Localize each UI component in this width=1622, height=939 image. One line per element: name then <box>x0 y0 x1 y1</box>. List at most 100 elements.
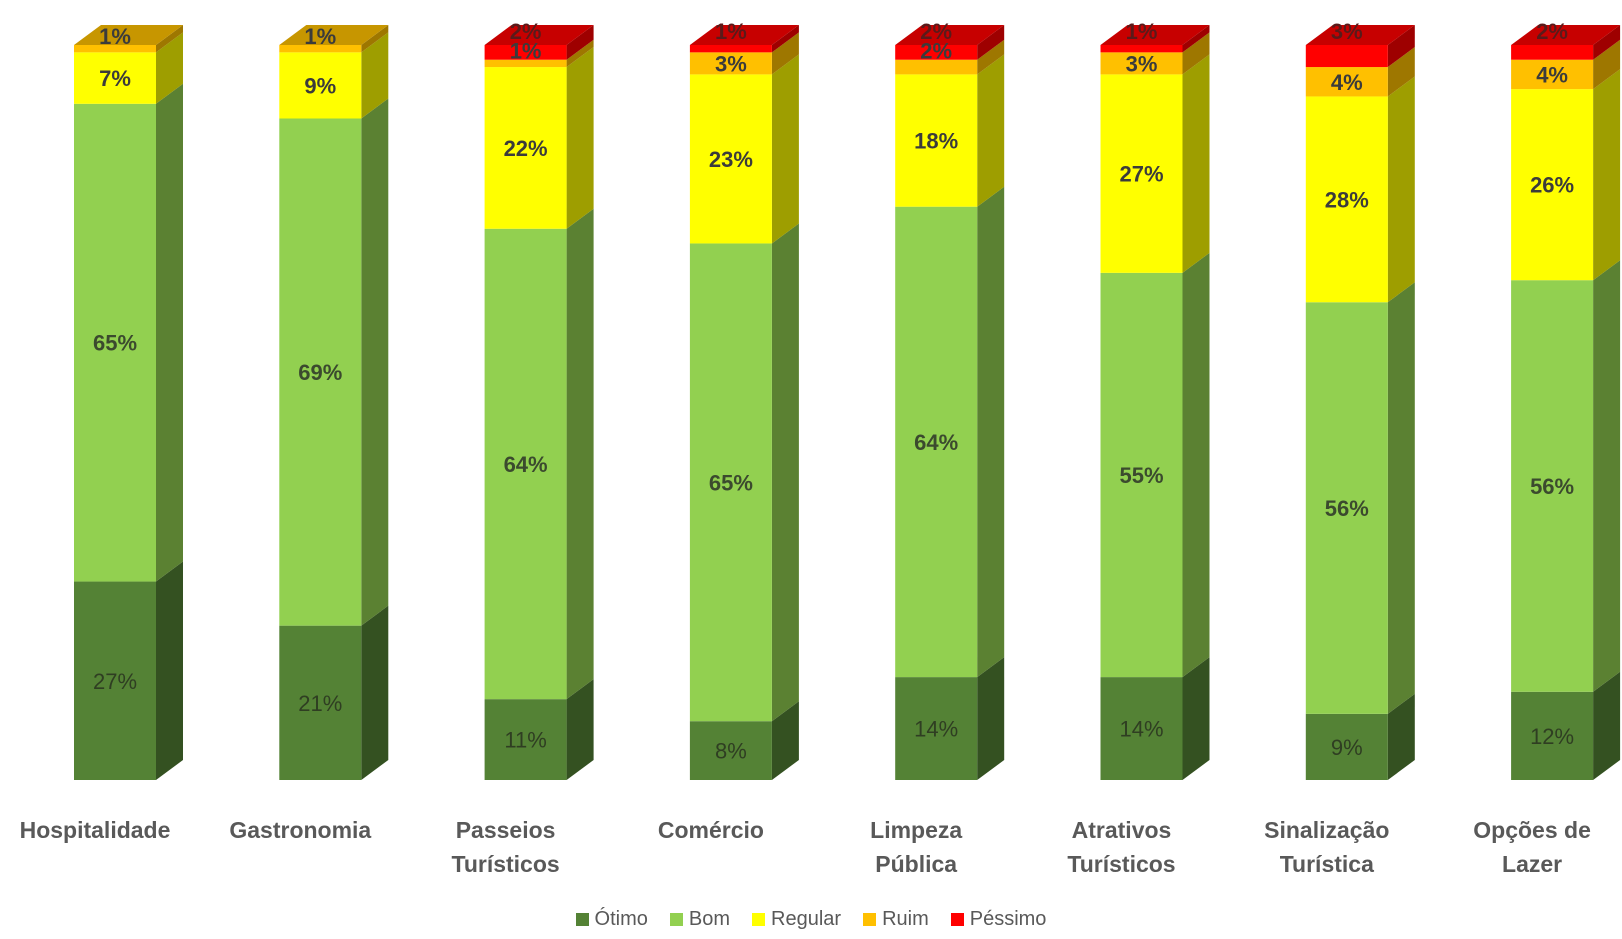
bar-side-7-2 <box>1593 69 1621 281</box>
category-label-0-0: Hospitalidade <box>20 817 171 843</box>
data-label-6-0: 9% <box>1331 735 1363 760</box>
data-label-4-3: 2% <box>920 39 952 64</box>
bar-segment-4-2 <box>895 74 978 207</box>
bar-side-6-2 <box>1387 76 1415 303</box>
bar-stack-7 <box>1511 25 1621 780</box>
data-label-1-2: 9% <box>304 73 336 98</box>
bar-side-3-0 <box>771 701 799 780</box>
data-label-4-4: 2% <box>920 19 952 44</box>
legend-swatch-3 <box>863 913 877 926</box>
category-label-4-1: Pública <box>875 851 957 877</box>
bar-stack-0 <box>74 25 183 780</box>
bar-side-4-3 <box>977 39 1005 75</box>
bar-side-3-2 <box>771 54 799 244</box>
legend-label-0: Ótimo <box>594 908 648 930</box>
legend-item-0: Ótimo <box>575 908 648 931</box>
bar-side-6-4 <box>1387 25 1415 68</box>
legend-label-3: Ruim <box>882 908 929 930</box>
bar-side-5-3 <box>1182 32 1210 75</box>
legend-swatch-2 <box>752 913 766 926</box>
bar-side-7-0 <box>1593 671 1621 780</box>
bar-side-4-2 <box>977 54 1005 207</box>
bar-top-1 <box>279 25 389 45</box>
bar-top-5 <box>1100 25 1210 45</box>
category-label-6-0: Sinalização <box>1264 817 1389 843</box>
bar-segment-0-3 <box>74 45 156 53</box>
data-label-6-2: 28% <box>1325 187 1369 212</box>
legend-swatch-1 <box>669 913 683 926</box>
data-label-0-1: 65% <box>93 331 137 356</box>
bar-segment-6-2 <box>1305 96 1388 303</box>
bar-segment-6-1 <box>1305 302 1388 714</box>
bar-stack-2 <box>484 25 594 780</box>
bar-side-1-1 <box>361 98 389 626</box>
category-label-5-0: Atrativos <box>1072 817 1172 843</box>
data-label-1-3: 1% <box>304 24 336 49</box>
bar-segment-3-3 <box>689 52 772 75</box>
bar-top-0 <box>74 25 183 45</box>
bar-side-4-1 <box>977 186 1005 678</box>
bar-side-3-1 <box>771 223 799 722</box>
bar-side-6-3 <box>1387 47 1415 97</box>
data-label-2-2: 22% <box>504 136 548 161</box>
data-label-7-1: 56% <box>1530 474 1574 499</box>
legend-swatch-0 <box>575 913 589 926</box>
bar-segment-4-4 <box>895 45 978 60</box>
bar-side-7-1 <box>1593 260 1621 692</box>
category-label-6-1: Turística <box>1280 851 1374 877</box>
bar-side-0-3 <box>156 25 183 53</box>
bar-side-3-4 <box>771 25 799 53</box>
legend-label-1: Bom <box>688 908 731 930</box>
data-label-3-0: 8% <box>715 739 747 764</box>
data-label-6-1: 56% <box>1325 496 1369 521</box>
bar-top-4 <box>895 25 1005 45</box>
bar-segment-5-1 <box>1100 272 1183 678</box>
bar-segment-5-4 <box>1100 45 1183 53</box>
data-label-5-1: 55% <box>1119 463 1163 488</box>
bar-segment-5-0 <box>1100 677 1183 780</box>
category-label-5-1: Turísticos <box>1067 851 1175 877</box>
bar-segment-7-0 <box>1511 691 1594 780</box>
category-label-3-0: Comércio <box>658 817 764 843</box>
bar-segment-7-3 <box>1511 59 1594 90</box>
bar-top-6 <box>1305 25 1415 45</box>
data-label-7-4: 2% <box>1536 19 1568 44</box>
data-label-7-0: 12% <box>1530 724 1574 749</box>
bar-side-0-0 <box>156 561 183 780</box>
data-label-4-2: 18% <box>914 129 958 154</box>
bar-stack-5 <box>1100 25 1210 780</box>
legend-item-1: Bom <box>669 908 731 931</box>
bar-side-4-4 <box>977 25 1005 60</box>
data-label-6-3: 4% <box>1331 70 1363 95</box>
bar-side-7-3 <box>1593 39 1621 90</box>
bar-segment-2-3 <box>484 59 567 68</box>
data-label-3-4: 1% <box>715 19 747 44</box>
bar-segment-1-1 <box>279 118 362 626</box>
legend-label-2: Regular <box>771 908 842 930</box>
bar-stack-6 <box>1305 25 1415 780</box>
category-label-1-0: Gastronomia <box>229 817 371 843</box>
bar-segment-7-4 <box>1511 45 1594 60</box>
data-label-5-0: 14% <box>1119 717 1163 742</box>
bar-side-5-1 <box>1182 252 1210 678</box>
bar-segment-6-0 <box>1305 713 1388 780</box>
bar-top-7 <box>1511 25 1621 45</box>
data-label-1-1: 69% <box>298 360 342 385</box>
bar-side-0-1 <box>156 83 183 582</box>
legend-label-4: Péssimo <box>969 908 1047 930</box>
bar-segment-1-3 <box>279 45 362 53</box>
data-label-3-1: 65% <box>709 470 753 495</box>
data-label-2-1: 64% <box>504 452 548 477</box>
data-label-2-3: 1% <box>510 39 542 64</box>
legend-item-3: Ruim <box>863 908 929 931</box>
bar-segment-0-2 <box>74 52 156 104</box>
bar-top-3 <box>689 25 799 45</box>
bar-segment-2-0 <box>484 699 567 780</box>
legend-swatch-4 <box>950 913 964 926</box>
chart-legend: Ótimo Bom Regular Ruim Péssimo <box>0 908 1622 931</box>
bar-segment-2-2 <box>484 67 567 229</box>
bar-segment-2-1 <box>484 228 567 700</box>
bar-stack-3 <box>689 25 799 780</box>
bar-side-5-0 <box>1182 657 1210 780</box>
bar-segment-0-1 <box>74 103 156 582</box>
